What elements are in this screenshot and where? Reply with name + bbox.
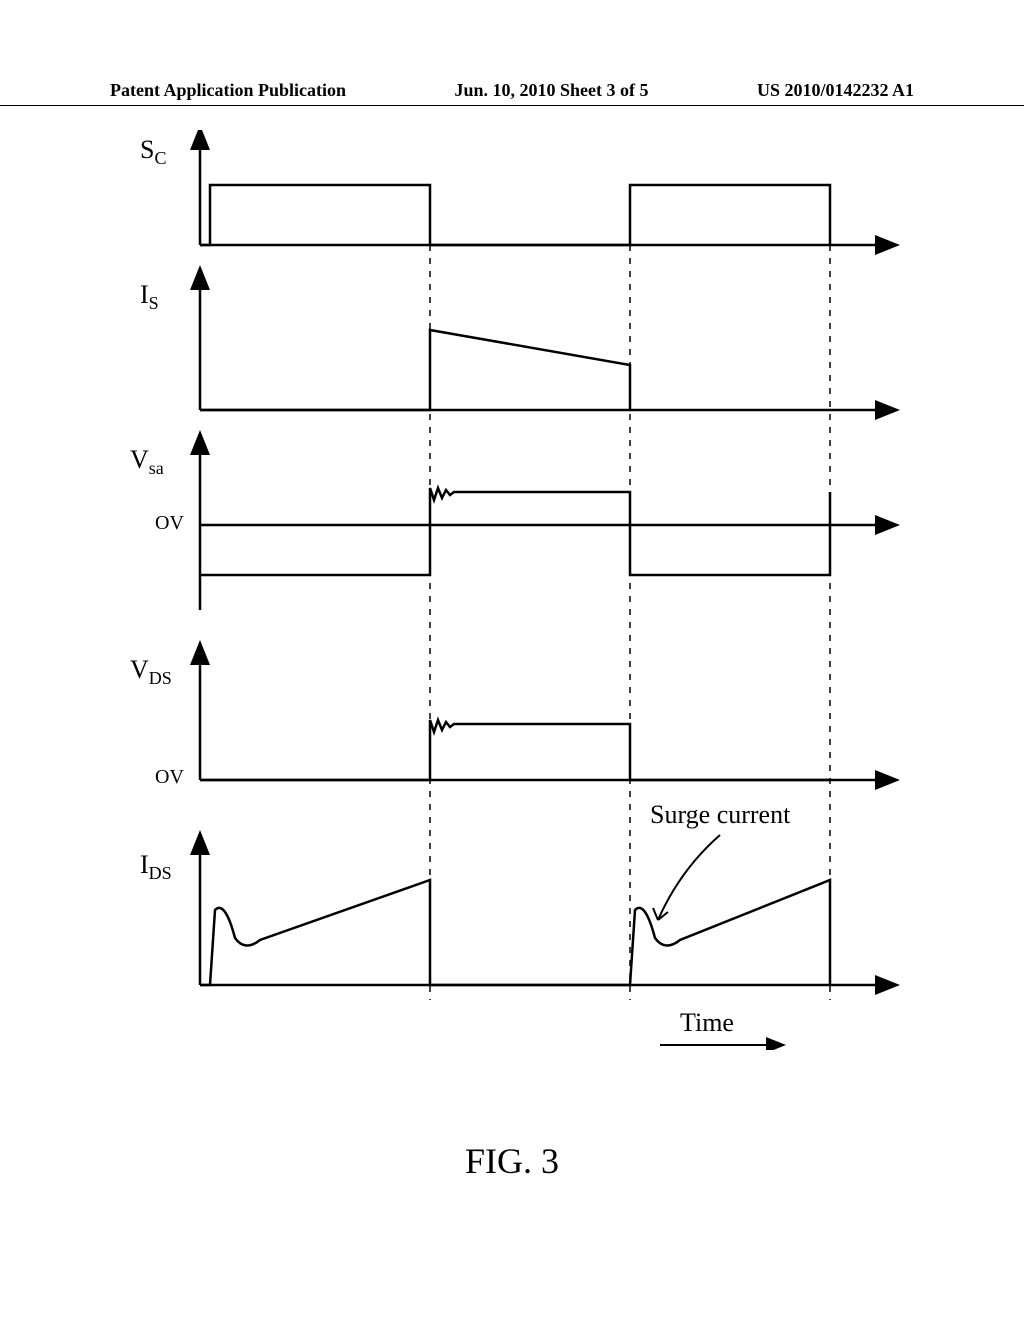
label-ov-vsa: OV — [155, 512, 184, 535]
surge-label: Surge current — [650, 800, 790, 830]
surge-pointer — [653, 835, 720, 920]
header-right: US 2010/0142232 A1 — [757, 80, 914, 101]
diagram-svg — [120, 130, 900, 1050]
waveform-is — [200, 285, 880, 410]
figure-label: FIG. 3 — [0, 1140, 1024, 1182]
header-center: Jun. 10, 2010 Sheet 3 of 5 — [454, 80, 648, 101]
header: Patent Application Publication Jun. 10, … — [0, 80, 1024, 106]
label-ids: IDS — [140, 850, 172, 884]
waveform-vsa — [200, 450, 880, 610]
time-label: Time — [680, 1008, 734, 1038]
header-row: Patent Application Publication Jun. 10, … — [0, 80, 1024, 101]
label-vsa: Vsa — [130, 445, 164, 479]
page: Patent Application Publication Jun. 10, … — [0, 0, 1024, 1320]
label-sc: SC — [140, 135, 166, 169]
waveform-vds — [200, 660, 880, 780]
label-ov-vds: OV — [155, 766, 184, 789]
label-is: IS — [140, 280, 159, 314]
label-vds: VDS — [130, 655, 172, 689]
waveform-sc — [200, 145, 880, 245]
waveform-ids — [200, 850, 880, 985]
timing-diagram: SC IS Vsa OV VDS OV IDS Surge current Ti… — [120, 130, 900, 1050]
header-left: Patent Application Publication — [110, 80, 346, 101]
